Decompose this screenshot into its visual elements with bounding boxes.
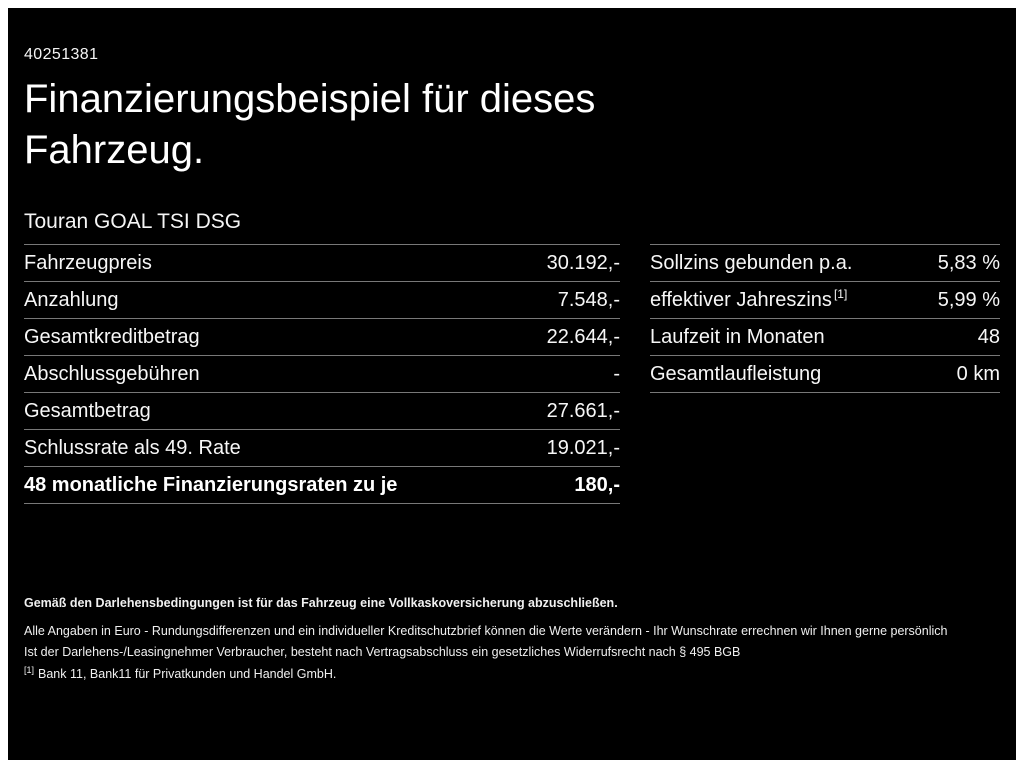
page-title-line2: Fahrzeug. bbox=[24, 128, 205, 172]
row-label: 48 monatliche Finanzierungsraten zu je bbox=[24, 473, 398, 496]
offer-id: 40251381 bbox=[24, 46, 99, 63]
table-row: Sollzins gebunden p.a. 5,83 % bbox=[650, 244, 1000, 281]
page-title: Finanzierungsbeispiel für dieses Fahrzeu… bbox=[24, 74, 595, 176]
row-value: 30.192,- bbox=[546, 251, 620, 274]
row-value: 22.644,- bbox=[546, 325, 620, 348]
row-value: 180,- bbox=[574, 473, 620, 496]
loan-terms-table: Sollzins gebunden p.a. 5,83 % effektiver… bbox=[650, 244, 1000, 393]
legal-footer: Gemäß den Darlehensbedingungen ist für d… bbox=[24, 596, 1000, 685]
disclaimer-line1: Alle Angaben in Euro - Rundungsdifferenz… bbox=[24, 624, 948, 638]
row-label: Gesamtbetrag bbox=[24, 399, 151, 422]
table-row: Gesamtbetrag 27.661,- bbox=[24, 392, 620, 429]
row-label: Abschlussgebühren bbox=[24, 362, 200, 385]
row-value: 7.548,- bbox=[557, 288, 620, 311]
table-row: Fahrzeugpreis 30.192,- bbox=[24, 244, 620, 281]
vehicle-model: Touran GOAL TSI DSG bbox=[24, 210, 242, 233]
row-value: 27.661,- bbox=[546, 399, 620, 422]
table-row: effektiver Jahreszins [1] 5,99 % bbox=[650, 281, 1000, 318]
table-row: Abschlussgebühren - bbox=[24, 355, 620, 392]
row-value: 19.021,- bbox=[546, 436, 620, 459]
table-row: Gesamtkreditbetrag 22.644,- bbox=[24, 318, 620, 355]
row-label: Anzahlung bbox=[24, 288, 119, 311]
row-label: Gesamtlaufleistung bbox=[650, 362, 822, 385]
financing-slide: 40251381 Finanzierungsbeispiel für diese… bbox=[8, 8, 1016, 760]
table-row: Schlussrate als 49. Rate 19.021,- bbox=[24, 429, 620, 466]
table-row: Anzahlung 7.548,- bbox=[24, 281, 620, 318]
row-value: 5,99 % bbox=[937, 288, 1000, 311]
row-value: 48 bbox=[977, 325, 1000, 348]
row-label: effektiver Jahreszins [1] bbox=[650, 286, 848, 311]
table-row: Gesamtlaufleistung 0 km bbox=[650, 355, 1000, 392]
row-label: Laufzeit in Monaten bbox=[650, 325, 825, 348]
footnote-marker: [1] bbox=[833, 286, 848, 301]
row-label: Schlussrate als 49. Rate bbox=[24, 436, 241, 459]
bank-footnote: [1] Bank 11, Bank11 für Privatkunden und … bbox=[24, 664, 337, 681]
page-title-line1: Finanzierungsbeispiel für dieses bbox=[24, 77, 596, 121]
footnote-marker: [1] bbox=[24, 664, 35, 675]
row-value: - bbox=[613, 362, 620, 385]
disclaimer-line2: Ist der Darlehens-/Leasingnehmer Verbrau… bbox=[24, 645, 741, 659]
row-label: Gesamtkreditbetrag bbox=[24, 325, 200, 348]
table-row-monthly-rate: 48 monatliche Finanzierungsraten zu je 1… bbox=[24, 466, 620, 503]
financing-details-table: Fahrzeugpreis 30.192,- Anzahlung 7.548,-… bbox=[24, 244, 620, 504]
table-row: Laufzeit in Monaten 48 bbox=[650, 318, 1000, 355]
insurance-note: Gemäß den Darlehensbedingungen ist für d… bbox=[24, 596, 618, 610]
row-label: Fahrzeugpreis bbox=[24, 251, 152, 274]
row-value: 5,83 % bbox=[937, 251, 1000, 274]
row-value: 0 km bbox=[956, 362, 1000, 385]
row-label: Sollzins gebunden p.a. bbox=[650, 251, 853, 274]
